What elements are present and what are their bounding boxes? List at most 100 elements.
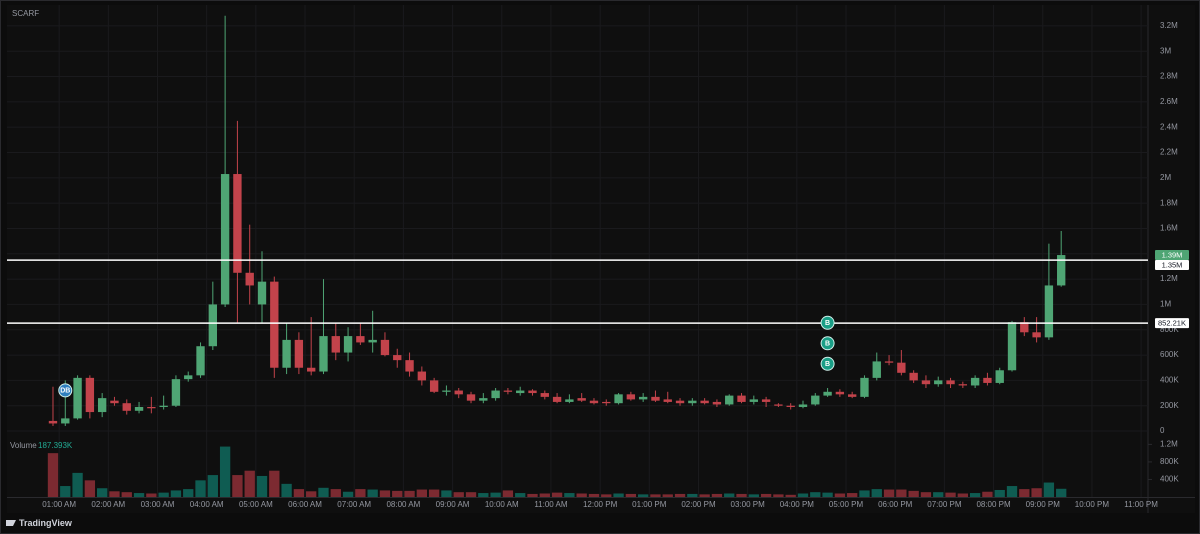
grid bbox=[7, 5, 1148, 497]
volume-bar bbox=[84, 480, 96, 497]
candle-body bbox=[614, 394, 623, 404]
volume-bar bbox=[711, 493, 723, 497]
candle-body bbox=[1044, 285, 1054, 338]
candle-body bbox=[811, 395, 820, 405]
y-tick-label: 0 bbox=[1160, 426, 1165, 435]
volume-bar bbox=[637, 494, 649, 497]
candle-body bbox=[589, 400, 599, 404]
candle-body bbox=[909, 372, 918, 381]
volume-bar bbox=[404, 490, 415, 497]
volume-bar bbox=[342, 491, 354, 497]
candle-body bbox=[528, 390, 537, 394]
price-label: 852.21K bbox=[1158, 319, 1186, 328]
volume-bar bbox=[170, 490, 182, 497]
volume-bar bbox=[367, 489, 378, 497]
candle-body bbox=[712, 401, 722, 405]
x-tick-label: 07:00 AM bbox=[337, 500, 371, 509]
candle-body bbox=[884, 361, 894, 363]
candle-body bbox=[638, 396, 648, 400]
volume-bar bbox=[133, 493, 145, 497]
candle-body bbox=[233, 174, 242, 273]
y-tick-label: 600K bbox=[1160, 350, 1179, 359]
candle-body bbox=[294, 339, 304, 368]
candle-body bbox=[134, 406, 144, 411]
candle-body bbox=[97, 398, 107, 413]
volume-bar bbox=[146, 493, 157, 497]
volume-bar bbox=[97, 488, 108, 497]
y-tick-label: 1.2M bbox=[1160, 274, 1178, 283]
candle-body bbox=[651, 396, 660, 401]
x-tick-label: 12:00 PM bbox=[583, 500, 618, 509]
volume-bar bbox=[1006, 486, 1018, 497]
candle-body bbox=[61, 418, 70, 424]
volume-bar bbox=[920, 492, 932, 497]
candle-body bbox=[774, 404, 783, 406]
volume-bar bbox=[379, 490, 391, 497]
volume-bar bbox=[699, 494, 710, 497]
volume-bar bbox=[748, 494, 759, 497]
volume-bar bbox=[797, 493, 809, 497]
volume-bar bbox=[994, 489, 1005, 497]
candle-body bbox=[897, 362, 906, 373]
x-tick-label: 07:00 PM bbox=[927, 500, 962, 509]
candle-body bbox=[860, 377, 869, 397]
y-tick-label: 400K bbox=[1160, 376, 1179, 385]
candle-body bbox=[921, 380, 931, 385]
volume-bar bbox=[72, 472, 83, 497]
candle-body bbox=[983, 377, 992, 383]
volume-bar bbox=[47, 453, 59, 497]
candle-body bbox=[405, 360, 414, 372]
volume-bar bbox=[834, 493, 846, 497]
volume-bar bbox=[453, 492, 464, 497]
candle-body bbox=[516, 390, 525, 394]
volume-bar bbox=[318, 487, 329, 497]
x-tick-label: 06:00 PM bbox=[878, 500, 913, 509]
candle-body bbox=[122, 403, 131, 411]
volume-bar bbox=[416, 489, 428, 497]
candle-body bbox=[503, 390, 513, 392]
volume-bar bbox=[428, 489, 440, 497]
x-tick-label: 04:00 PM bbox=[780, 500, 815, 509]
volume-bar bbox=[601, 494, 612, 497]
candle-body bbox=[688, 400, 697, 404]
x-tick-label: 02:00 PM bbox=[681, 500, 716, 509]
volume-bar bbox=[195, 480, 206, 497]
candle-body bbox=[356, 336, 365, 343]
candle-body bbox=[85, 377, 95, 413]
volume-bar bbox=[736, 493, 747, 497]
signal-marker bbox=[820, 356, 835, 371]
signal-marker-label: DB bbox=[60, 388, 70, 395]
x-tick-label: 01:00 PM bbox=[632, 500, 667, 509]
candle-body bbox=[48, 420, 58, 424]
volume-bar bbox=[465, 492, 477, 497]
volume-bar bbox=[896, 489, 907, 497]
x-tick-label: 08:00 PM bbox=[976, 500, 1011, 509]
candle-body bbox=[454, 390, 463, 395]
volume-bar bbox=[502, 490, 514, 497]
volume-bar bbox=[982, 491, 993, 497]
y-tick-label: 1.6M bbox=[1160, 224, 1178, 233]
signal-marker-label: B bbox=[825, 361, 830, 368]
x-tick-label: 09:00 PM bbox=[1026, 500, 1061, 509]
y-tick-label: 2.6M bbox=[1160, 97, 1178, 106]
volume-legend-name: Volume bbox=[10, 441, 37, 450]
candle-body bbox=[1007, 322, 1017, 371]
candle-body bbox=[602, 401, 611, 404]
volume-bar bbox=[539, 493, 550, 497]
volume-bar bbox=[945, 492, 956, 497]
volume-bar bbox=[293, 489, 305, 497]
volume-bar bbox=[269, 470, 280, 497]
volume-bar bbox=[1056, 488, 1067, 497]
volume-bar bbox=[232, 475, 243, 497]
volume-bar bbox=[207, 475, 218, 497]
volume-bar bbox=[490, 492, 501, 497]
candle-body bbox=[491, 390, 500, 399]
x-tick-label: 05:00 AM bbox=[239, 500, 273, 509]
x-tick-label: 10:00 PM bbox=[1075, 500, 1110, 509]
candle-body bbox=[184, 375, 193, 380]
x-tick-label: 01:00 AM bbox=[42, 500, 76, 509]
candle-body bbox=[823, 391, 832, 396]
volume-bar bbox=[219, 446, 231, 497]
x-tick-label: 11:00 AM bbox=[534, 500, 568, 509]
